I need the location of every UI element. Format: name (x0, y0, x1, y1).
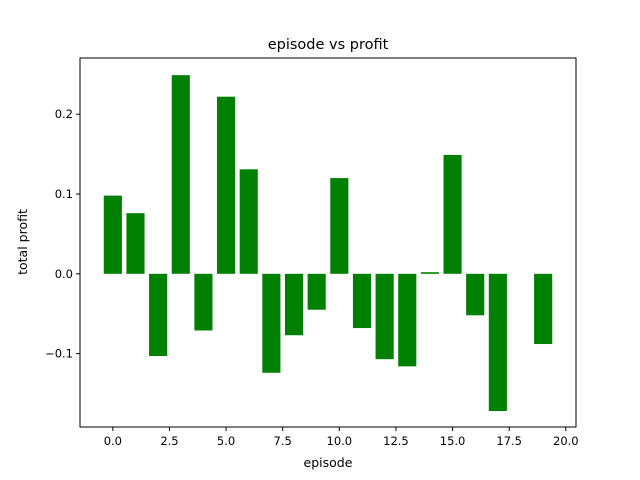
x-tick-label: 10.0 (327, 434, 353, 448)
bar-episode-4 (194, 273, 213, 331)
bar-episode-2 (149, 273, 168, 356)
y-tick-label: 0.1 (55, 187, 73, 201)
x-axis-label: episode (304, 455, 353, 470)
bar-episode-12 (375, 273, 394, 360)
plot-area-frame (79, 57, 577, 428)
bar-episode-0 (103, 195, 122, 274)
bar-episode-6 (239, 169, 258, 274)
x-tick-label: 5.0 (217, 434, 235, 448)
y-axis-label: total profit (15, 209, 30, 275)
x-tick-label: 20.0 (553, 434, 579, 448)
x-tick-label: 12.5 (383, 434, 409, 448)
x-axis-ticks: 0.0 2.5 5.0 7.5 10.0 12.5 15.0 17.5 20.0 (104, 427, 579, 448)
x-tick-label: 17.5 (496, 434, 522, 448)
x-tick-label: 2.5 (160, 434, 178, 448)
y-axis-ticks: −0.1 0.0 0.1 0.2 (45, 107, 80, 361)
chart-title: episode vs profit (268, 37, 389, 53)
bar-episode-17 (488, 273, 507, 412)
y-tick-label: 0.0 (55, 267, 73, 281)
y-tick-label: 0.2 (55, 107, 73, 121)
bar-episode-19 (534, 273, 553, 345)
bar-episode-10 (330, 178, 349, 274)
bar-episode-5 (217, 96, 236, 274)
x-tick-label: 0.0 (104, 434, 122, 448)
bar-episode-1 (126, 213, 145, 274)
bar-episode-11 (352, 273, 372, 329)
bar-episode-16 (466, 273, 485, 316)
bar-episode-15 (443, 154, 462, 274)
bar-episode-7 (262, 273, 281, 373)
bar-episode-14 (420, 272, 439, 274)
bar-episode-9 (307, 273, 326, 310)
x-tick-label: 15.0 (440, 434, 466, 448)
bars-group (103, 75, 553, 412)
x-tick-label: 7.5 (274, 434, 292, 448)
y-tick-label: −0.1 (45, 347, 73, 361)
bar-episode-8 (284, 273, 304, 336)
bar-episode-13 (398, 273, 417, 367)
bar-episode-3 (171, 75, 190, 274)
